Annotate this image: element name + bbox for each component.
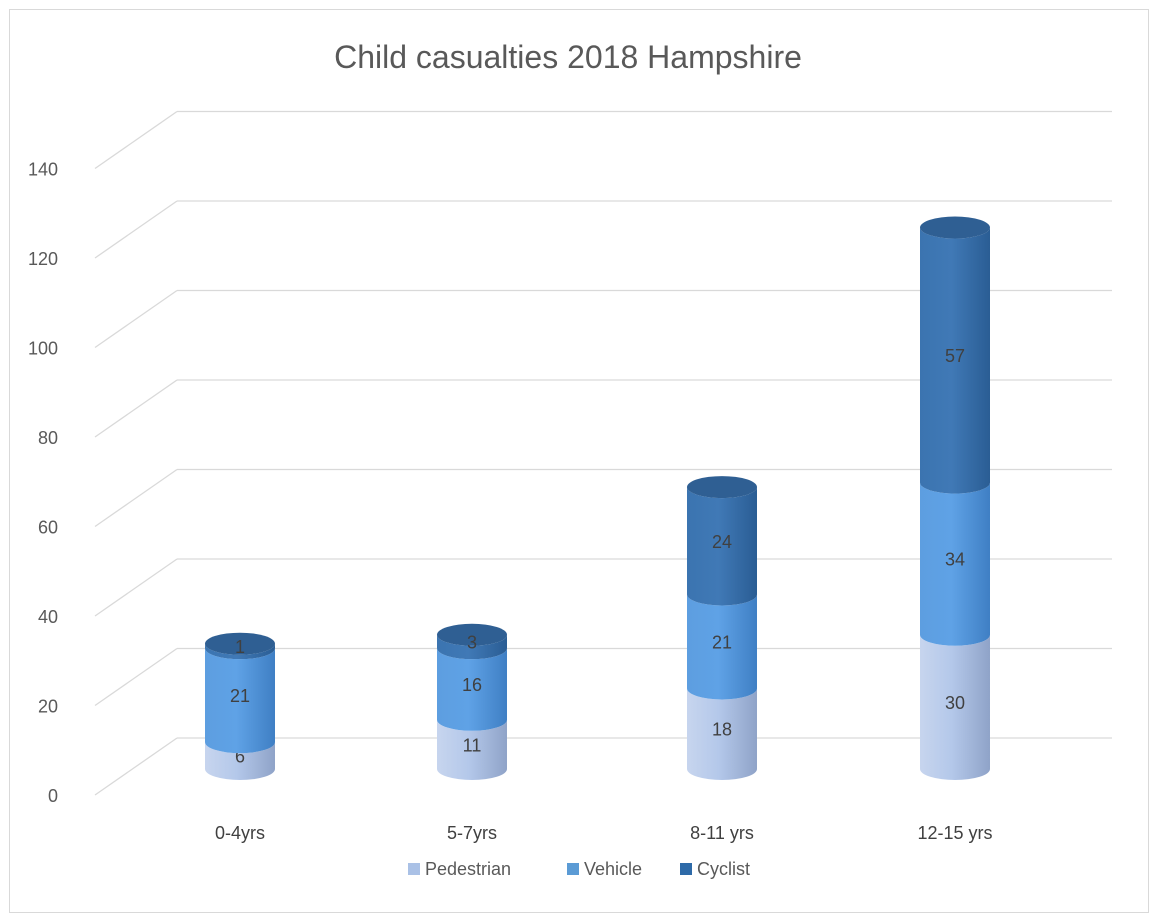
data-label: 34 (945, 550, 965, 570)
x-tick-label: 0-4yrs (215, 823, 265, 843)
bar-segment-cyclist (687, 487, 757, 606)
y-tick-label: 120 (28, 249, 58, 269)
data-label: 16 (462, 675, 482, 695)
legend-swatch (680, 863, 692, 875)
bar-segment-vehicle (205, 648, 275, 754)
legend-item-vehicle: Vehicle (567, 859, 642, 879)
bar-segment-pedestrian (920, 634, 990, 780)
x-tick-label: 8-11 yrs (690, 823, 754, 843)
bar-cap (205, 632, 275, 655)
bar-segment-vehicle (687, 594, 757, 700)
data-label: 24 (712, 532, 732, 552)
data-label: 30 (945, 693, 965, 713)
bar-segment-cyclist (437, 634, 507, 660)
legend-swatch (408, 863, 420, 875)
y-tick-label: 20 (38, 697, 58, 717)
bar-stack: 18 21 24 (687, 476, 757, 780)
legend-item-pedestrian: Pedestrian (408, 859, 511, 879)
data-label: 6 (235, 747, 245, 767)
bar-stack: 30 34 57 (920, 216, 990, 780)
x-tick-label: 12-15 yrs (917, 823, 992, 843)
gridline-side (94, 647, 178, 707)
data-label: 18 (712, 720, 732, 740)
bar-segment-vehicle (437, 648, 507, 731)
gridline-side (94, 200, 178, 259)
y-tick-label: 60 (38, 518, 58, 538)
legend-label: Cyclist (697, 859, 750, 879)
bar-stack: 11 16 3 (437, 623, 507, 780)
x-axis-category-labels: 0-4yrs 5-7yrs 8-11 yrs 12-15 yrs (215, 823, 993, 843)
bar-segment-pedestrian (437, 719, 507, 780)
bar-cap (920, 216, 990, 239)
bar-cap (687, 476, 757, 499)
y-tick-label: 100 (28, 339, 58, 359)
bar-segment-cyclist (920, 227, 990, 494)
data-label: 3 (467, 632, 477, 652)
bar-segment-pedestrian (205, 742, 275, 780)
bar-segment-pedestrian (687, 688, 757, 780)
gridline-side (94, 289, 178, 349)
y-tick-label: 0 (48, 786, 58, 806)
bar-segment-cyclist (205, 643, 275, 660)
gridline-side (94, 379, 178, 438)
gridline-side (94, 737, 178, 796)
y-tick-label: 80 (38, 428, 58, 448)
gridline-side (94, 110, 178, 170)
legend-swatch (567, 863, 579, 875)
legend: Pedestrian Vehicle Cyclist (408, 859, 750, 879)
chart-title: Child casualties 2018 Hampshire (334, 39, 802, 75)
y-axis-tick-labels: 0 20 40 60 80 100 120 140 (28, 160, 58, 807)
bar-cap (437, 623, 507, 646)
data-label: 21 (712, 632, 732, 652)
data-label: 1 (235, 637, 245, 657)
legend-label: Vehicle (584, 859, 642, 879)
gridline-side (94, 468, 178, 528)
y-tick-label: 140 (28, 160, 58, 180)
bar-stack: 6 21 1 (205, 632, 275, 780)
data-label: 21 (230, 686, 250, 706)
data-label: 11 (463, 735, 482, 755)
data-label: 57 (945, 346, 965, 366)
y-tick-label: 40 (38, 607, 58, 627)
legend-item-cyclist: Cyclist (680, 859, 750, 879)
x-tick-label: 5-7yrs (447, 823, 497, 843)
gridline-side (94, 558, 178, 617)
legend-label: Pedestrian (425, 859, 511, 879)
bar-segment-vehicle (920, 482, 990, 646)
